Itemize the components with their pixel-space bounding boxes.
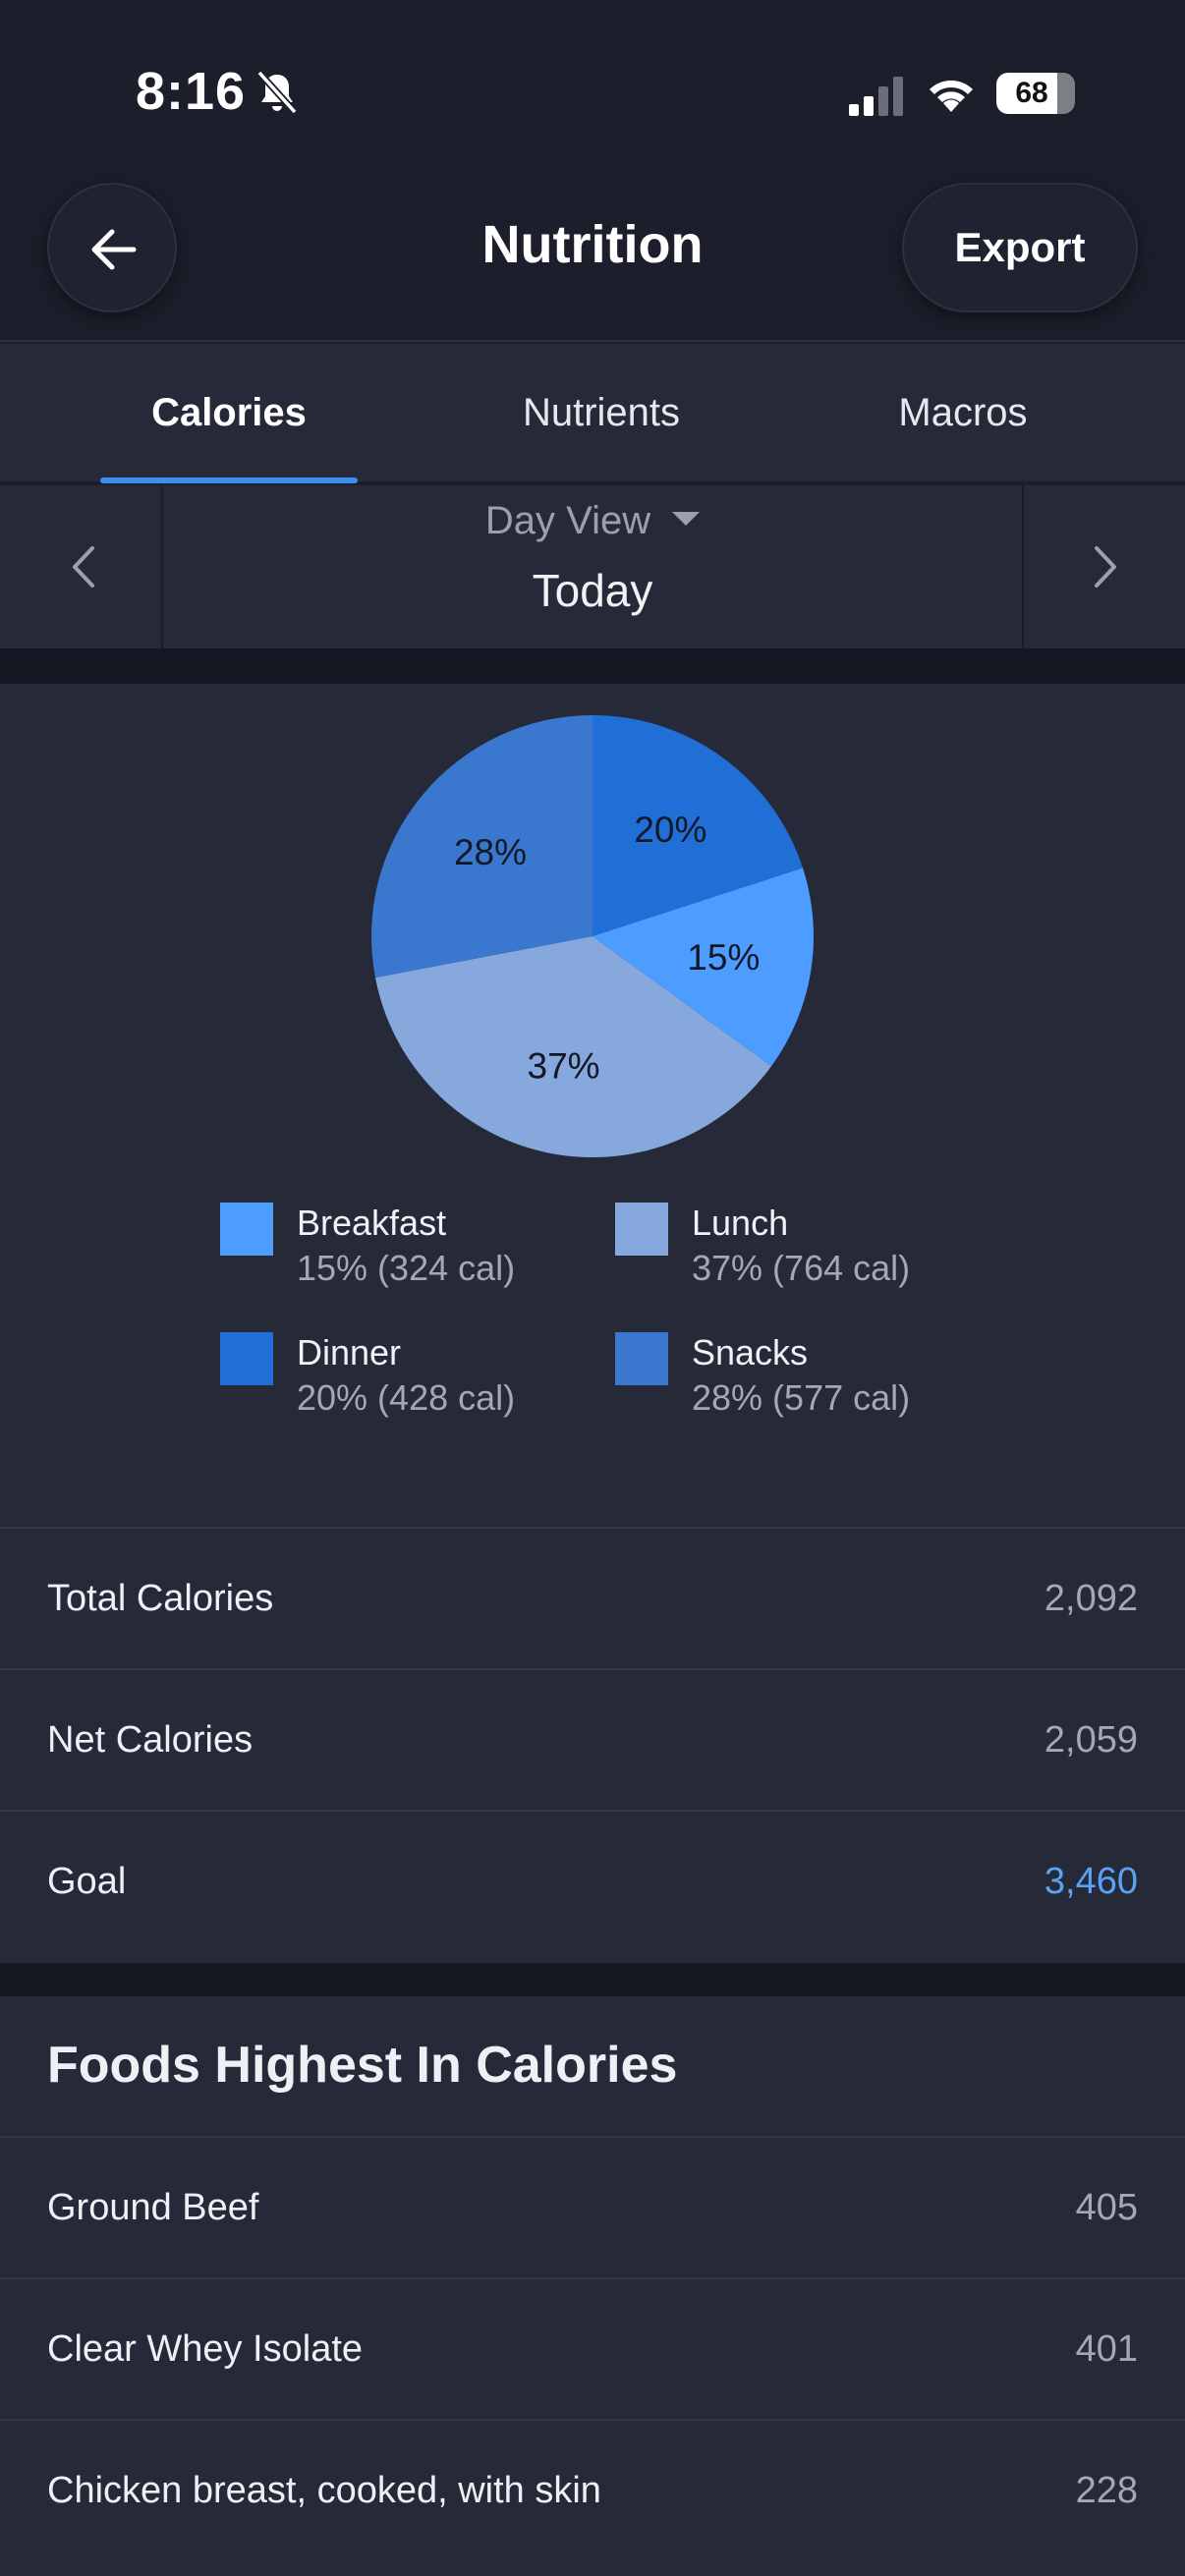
legend-swatch [615,1203,668,1256]
bell-off-icon [256,70,298,115]
pie-label-snacks: 28% [454,832,527,872]
battery-level: 68 [1015,77,1048,109]
legend-swatch [220,1332,273,1385]
legend-swatch [220,1203,273,1256]
tab-macros[interactable]: Macros [898,391,1028,434]
section-divider [0,1963,1185,1996]
legend-name: Snacks [692,1332,809,1372]
calorie-breakdown-card: 20% 15% 37% 28% Breakfast 15% (324 cal) Lun… [0,684,1185,1527]
row-label: Total Calories [47,1578,274,1619]
pie-label-lunch: 37% [528,1046,600,1087]
food-name: Ground Beef [47,2187,259,2228]
arrow-left-icon [91,229,137,270]
row-label: Goal [47,1861,127,1902]
foods-highest-in-calories: Foods Highest In Calories Ground Beef 40… [0,1996,1185,2576]
view-mode-label: Day View [484,499,651,542]
pie-slice-lunch [374,936,772,1157]
goal-row[interactable]: Goal 3,460 [0,1810,1185,1951]
active-tab-indicator [100,477,358,483]
pie-slice-breakfast [592,868,814,1067]
nav-header: Nutrition Export [0,177,1185,342]
pie-slice-dinner [592,715,803,936]
food-calories: 228 [1075,2470,1138,2511]
tab-bar: Calories Nutrients Macros [0,344,1185,483]
food-row[interactable]: Clear Whey Isolate 401 [0,2277,1185,2419]
calorie-summary: Total Calories 2,092 Net Calories 2,059 … [0,1527,1185,1963]
page-title: Nutrition [481,215,704,274]
meal-pie-chart: 20% 15% 37% 28% [371,715,814,1157]
pie-label-breakfast: 15% [687,937,760,978]
goal-value[interactable]: 3,460 [1044,1861,1138,1902]
section-divider [0,648,1185,684]
date-selector[interactable]: Day View Today [165,485,1020,648]
net-calories-row: Net Calories 2,059 [0,1668,1185,1810]
back-button[interactable] [47,183,177,312]
pie-slice-snacks [371,715,592,979]
food-calories: 405 [1075,2187,1138,2228]
legend-name: Lunch [692,1203,789,1243]
legend-name: Breakfast [297,1203,447,1243]
food-name: Clear Whey Isolate [47,2328,364,2370]
wifi-icon [930,80,973,112]
tab-nutrients[interactable]: Nutrients [522,391,681,434]
battery-icon: 68 [996,73,1075,114]
next-day-button[interactable] [1022,485,1185,648]
legend-swatch [615,1332,668,1385]
cellular-signal-icon [849,77,903,116]
legend-detail: 20% (428 cal) [297,1377,516,1418]
section-title: Foods Highest In Calories [47,2037,678,2094]
export-button[interactable]: Export [902,183,1138,312]
row-label: Net Calories [47,1719,254,1761]
legend-name: Dinner [297,1332,402,1372]
pie-label-dinner: 20% [634,810,706,850]
legend-detail: 37% (764 cal) [692,1248,911,1288]
chevron-right-icon [1095,546,1116,588]
caret-down-icon [672,512,701,527]
chevron-left-icon [73,546,94,588]
row-value: 2,092 [1044,1578,1138,1619]
legend-detail: 15% (324 cal) [297,1248,516,1288]
previous-day-button[interactable] [0,485,163,648]
view-mode-dropdown[interactable]: Day View [165,499,1020,543]
status-bar: 8:16 68 [0,0,1185,177]
total-calories-row: Total Calories 2,092 [0,1527,1185,1668]
food-row[interactable]: Ground Beef 405 [0,2136,1185,2277]
status-time: 8:16 [136,62,247,121]
date-navigator: Day View Today [0,485,1185,648]
row-value: 2,059 [1044,1719,1138,1761]
food-calories: 401 [1075,2328,1138,2370]
tab-calories[interactable]: Calories [151,391,307,434]
food-row[interactable]: Chicken breast, cooked, with skin 228 [0,2419,1185,2560]
date-label: Today [532,565,653,616]
food-name: Chicken breast, cooked, with skin [47,2470,601,2511]
legend-detail: 28% (577 cal) [692,1377,911,1418]
